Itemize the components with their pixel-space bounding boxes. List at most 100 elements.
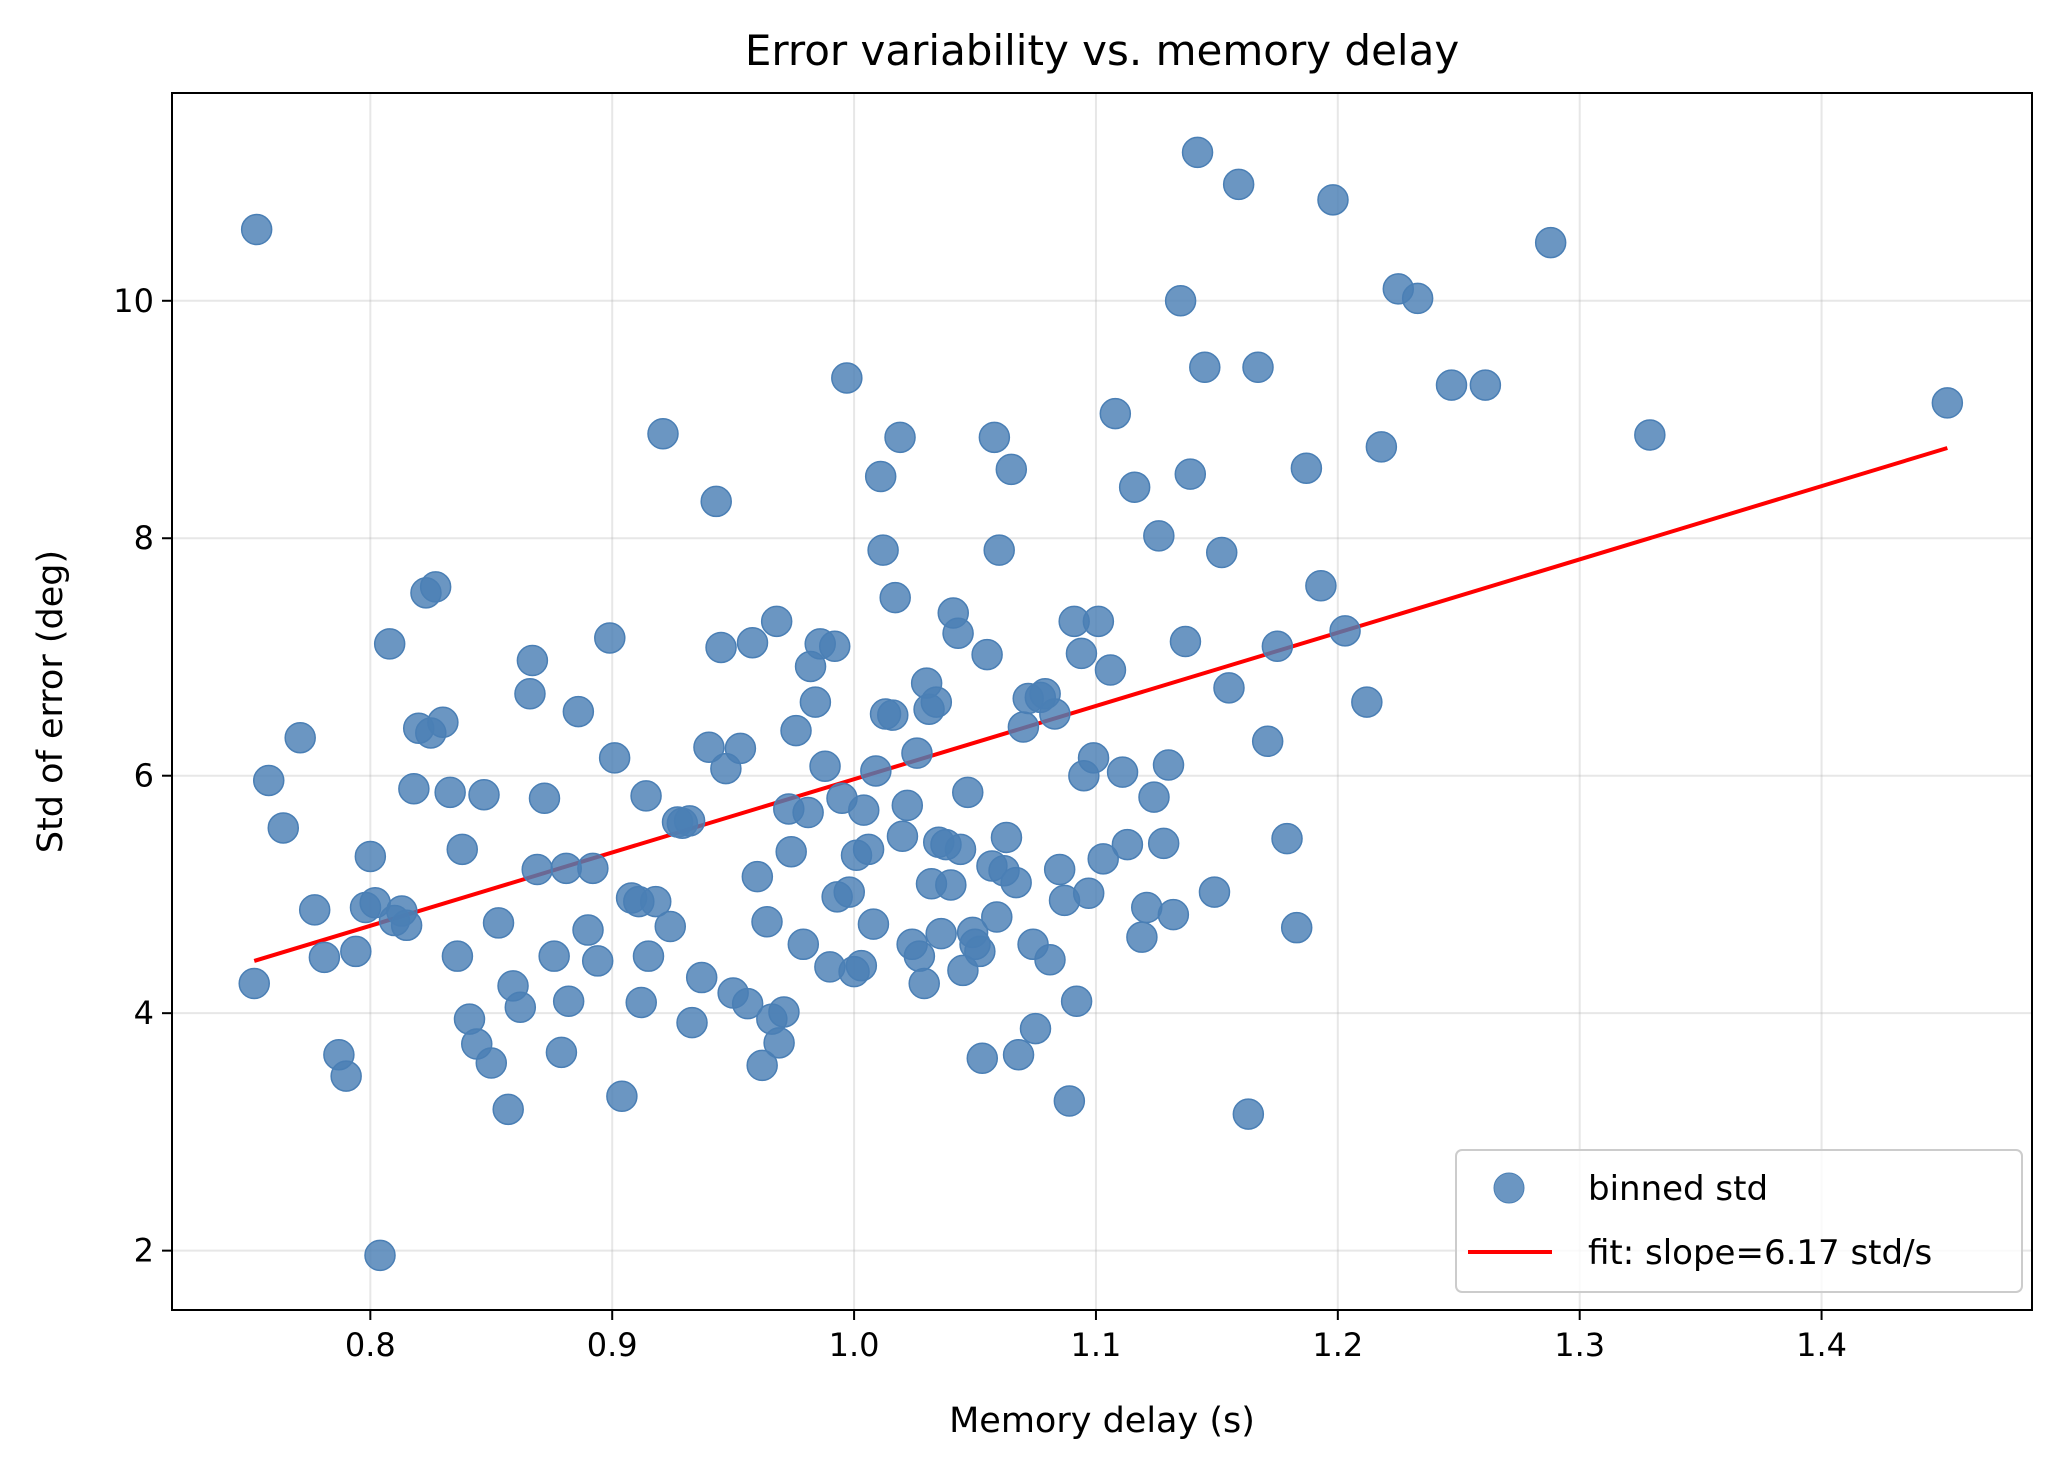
scatter-point xyxy=(1305,569,1337,602)
scatter-point xyxy=(1242,351,1274,384)
scatter-point xyxy=(831,362,863,394)
grid xyxy=(172,93,2032,1310)
scatter-point xyxy=(818,630,851,663)
scatter-point xyxy=(990,821,1023,854)
scatter-point xyxy=(594,622,626,654)
x-tick-label: 1.4 xyxy=(1796,1326,1847,1364)
scatter-point xyxy=(966,1042,999,1075)
scatter-point xyxy=(1106,756,1139,788)
scatter-point xyxy=(1147,827,1180,860)
scatter-point xyxy=(845,949,878,982)
scatter-point xyxy=(775,835,807,868)
scatter-point xyxy=(572,914,604,946)
scatter-point xyxy=(654,910,687,943)
scatter-point xyxy=(1169,625,1202,658)
scatter-point xyxy=(298,894,331,926)
scatter-point xyxy=(1261,630,1294,663)
scatter-point xyxy=(238,967,270,1000)
scatter-point xyxy=(724,732,757,765)
scatter-point xyxy=(364,1239,396,1272)
scatter-point xyxy=(731,987,764,1020)
scatter-point xyxy=(1000,866,1032,899)
scatter-point xyxy=(981,901,1013,933)
y-axis-label: Std of error (deg) xyxy=(31,550,71,853)
scatter-point xyxy=(833,876,865,908)
scatter-point xyxy=(552,985,585,1018)
scatter-point xyxy=(446,833,478,866)
scatter-point xyxy=(983,534,1015,566)
scatter-point xyxy=(398,773,430,805)
x-tick-label: 0.9 xyxy=(587,1326,638,1364)
scatter-point xyxy=(1365,431,1398,463)
scatter-point xyxy=(920,686,953,718)
scatter-point xyxy=(852,833,885,866)
scatter-point xyxy=(1290,452,1323,484)
scatter-point xyxy=(1329,615,1361,647)
scatter-point xyxy=(240,213,273,246)
scatter-point xyxy=(1251,725,1284,758)
y-tick-label: 2 xyxy=(134,1232,154,1270)
scatter-point xyxy=(354,840,387,873)
scatter-point xyxy=(390,909,423,942)
scatter-point xyxy=(978,421,1011,454)
legend: binned std fit: slope=6.17 std/s xyxy=(1455,1149,2023,1293)
scatter-point xyxy=(639,885,672,918)
y-tick-label: 6 xyxy=(134,757,154,795)
scatter-point xyxy=(1060,985,1093,1018)
scatter-point xyxy=(482,907,515,939)
y-tick-label: 8 xyxy=(134,519,154,557)
scatter-point xyxy=(1094,654,1127,686)
scatter-point xyxy=(787,928,820,961)
plot-frame xyxy=(171,92,2033,1311)
scatter-point xyxy=(884,421,916,454)
chart-title: Error variability vs. memory delay xyxy=(745,26,1459,75)
scatter-point xyxy=(886,820,919,853)
scatter-point xyxy=(676,1006,708,1039)
scatter-point xyxy=(330,1060,362,1092)
legend-label-fit: fit: slope=6.17 std/s xyxy=(1588,1233,1932,1273)
y-tick-label: 4 xyxy=(134,994,154,1032)
scatter-point xyxy=(741,860,774,893)
scatter-point xyxy=(1232,1098,1265,1130)
scatter-point xyxy=(475,1047,508,1079)
scatter-point xyxy=(1126,921,1158,953)
scatter-point xyxy=(925,917,957,950)
scatter-point xyxy=(647,418,679,450)
scatter-point xyxy=(1130,891,1163,924)
scatter-point xyxy=(1174,458,1207,490)
scatter-point xyxy=(1634,419,1666,451)
scatter-point xyxy=(903,940,936,972)
scatter-point xyxy=(562,695,595,728)
scatter-point xyxy=(935,869,967,901)
scatter-point xyxy=(577,852,609,885)
scatter-point xyxy=(1189,351,1221,384)
scatter-point xyxy=(514,678,546,710)
scatter-point xyxy=(267,812,300,844)
scatter-point xyxy=(908,967,940,1000)
scatter-point xyxy=(545,1036,578,1069)
scatter-point xyxy=(995,453,1028,486)
scatter-point xyxy=(528,782,561,815)
scatter-point xyxy=(1280,911,1313,944)
scatter-point xyxy=(809,750,841,782)
scatter-point xyxy=(1534,226,1567,259)
scatter-points xyxy=(238,136,1964,1272)
scatter-point xyxy=(763,1027,795,1059)
scatter-point xyxy=(952,776,984,809)
scatter-point xyxy=(864,460,897,493)
scatter-point xyxy=(468,778,500,811)
legend-box xyxy=(1455,1149,2023,1293)
scatter-point xyxy=(1007,711,1040,743)
scatter-point xyxy=(1053,1085,1086,1117)
scatter-point xyxy=(252,764,285,797)
scatter-point xyxy=(751,905,783,938)
scatter-point xyxy=(1317,184,1349,216)
scatter-point xyxy=(1152,749,1185,781)
scatter-point xyxy=(901,737,933,769)
scatter-point xyxy=(860,755,892,787)
scatter-point xyxy=(1077,742,1110,774)
x-tick-label: 1.2 xyxy=(1312,1326,1363,1364)
scatter-point xyxy=(780,714,812,747)
scatter-point xyxy=(768,996,800,1028)
